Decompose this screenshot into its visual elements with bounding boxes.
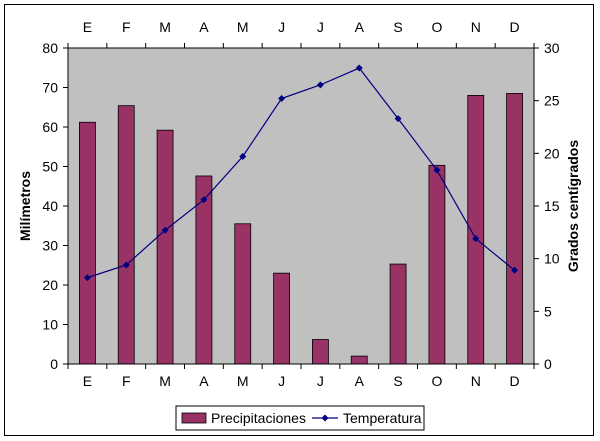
legend-label-temperatura: Temperatura (343, 410, 422, 426)
x-tick-label: E (83, 373, 92, 389)
y-tick-label: 70 (42, 80, 58, 96)
point-temperatura (83, 274, 91, 282)
legend-line-marker (321, 414, 329, 422)
x-top-tick-label: N (471, 19, 481, 35)
x-top-tick-label: A (355, 19, 365, 35)
x-tick-label: A (355, 373, 365, 389)
y2-tick-label: 25 (544, 93, 560, 109)
legend: Precipitaciones Temperatura (175, 405, 425, 431)
y-tick-label: 30 (42, 238, 58, 254)
line-temperatura (87, 67, 515, 279)
y2-tick-label: 15 (544, 198, 560, 214)
x-tick-label: D (510, 373, 520, 389)
y2-tick-label: 20 (544, 145, 560, 161)
bar-precipitaciones (117, 105, 135, 365)
point-temperatura (278, 95, 286, 103)
point-temperatura (200, 196, 208, 204)
bar-precipitaciones (273, 272, 290, 365)
y-tick-label: 20 (42, 277, 58, 293)
bar-precipitaciones (389, 263, 407, 365)
bar-precipitaciones (350, 355, 368, 365)
x-tick-label: O (431, 373, 442, 389)
point-temperatura (472, 235, 480, 243)
y-tick-label: 80 (42, 40, 58, 56)
x-top-tick-label: F (122, 19, 131, 35)
y2-tick-label: 30 (544, 40, 560, 56)
x-top-tick-label: J (317, 19, 324, 35)
y-tick-label: 10 (42, 317, 58, 333)
y-tick-label: 0 (50, 356, 58, 372)
x-tick-label: F (122, 373, 131, 389)
bar-precipitaciones (312, 339, 329, 365)
plot-area (67, 47, 535, 365)
x-tick-label: M (237, 373, 249, 389)
point-temperatura (355, 64, 363, 72)
point-temperatura (239, 152, 247, 160)
x-top-tick-label: M (237, 19, 249, 35)
legend-label-precipitaciones: Precipitaciones (211, 410, 306, 426)
point-temperatura (122, 261, 130, 269)
y-tick-label: 50 (42, 159, 58, 175)
x-top-tick-label: S (393, 19, 402, 35)
y-tick-label: 40 (42, 198, 58, 214)
legend-bar-swatch (181, 412, 207, 424)
x-tick-label: M (159, 373, 171, 389)
bar-precipitaciones (428, 164, 446, 365)
x-top-tick-label: A (199, 19, 209, 35)
x-top-tick-label: M (159, 19, 171, 35)
x-tick-label: A (199, 373, 209, 389)
x-top-tick-label: O (431, 19, 442, 35)
bar-precipitaciones (79, 121, 96, 365)
x-top-tick-label: D (510, 19, 520, 35)
x-tick-label: N (471, 373, 481, 389)
legend-box (175, 405, 425, 431)
bar-precipitaciones (234, 223, 252, 365)
y2-tick-label: 5 (544, 303, 552, 319)
point-temperatura (433, 166, 441, 174)
point-temperatura (511, 266, 519, 274)
x-tick-label: J (317, 373, 324, 389)
bar-precipitaciones (506, 93, 523, 365)
y-axis-title: Milímetros (17, 171, 33, 241)
x-top-tick-label: E (83, 19, 92, 35)
bar-precipitaciones (156, 129, 174, 365)
y2-tick-label: 0 (544, 356, 552, 372)
y2-tick-label: 10 (544, 251, 560, 267)
point-temperatura (316, 81, 324, 89)
y2-axis-title: Grados centígrados (565, 140, 581, 272)
point-temperatura (161, 226, 169, 234)
x-top-tick-label: J (278, 19, 285, 35)
point-temperatura (394, 115, 402, 123)
x-tick-label: J (278, 373, 285, 389)
y-tick-label: 60 (42, 119, 58, 135)
x-tick-label: S (393, 373, 402, 389)
